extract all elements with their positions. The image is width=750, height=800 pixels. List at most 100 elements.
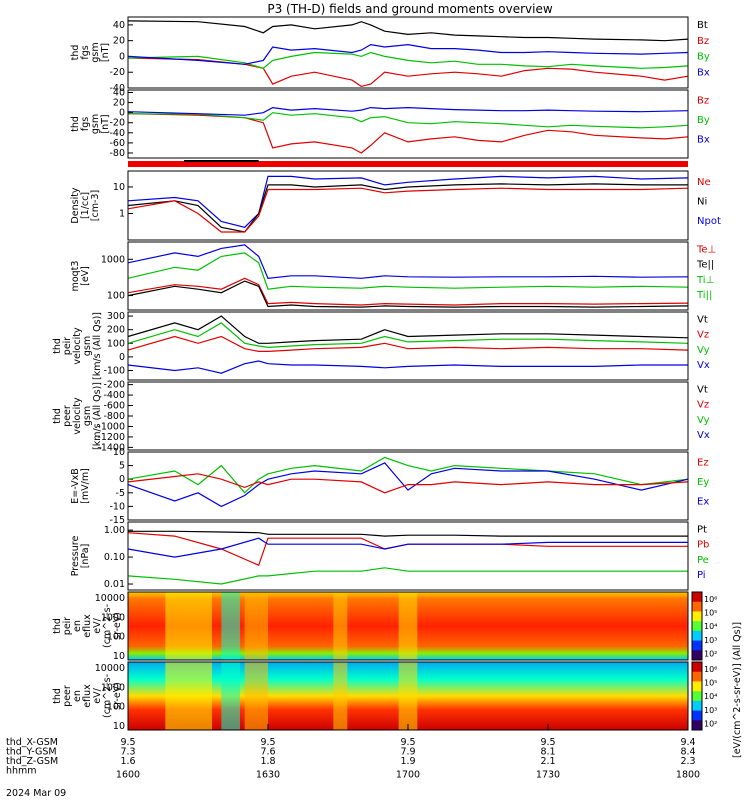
- y-tick-label: -60: [109, 138, 125, 149]
- y-axis-label: Pressure[nPa]: [70, 536, 91, 577]
- legend-label: Bz: [697, 96, 709, 107]
- y-axis-label: thdpeerenefluxeV/(cm^2-s-sr-eV): [52, 674, 123, 718]
- time-axis-value: 7.9: [400, 747, 415, 758]
- colorbar-tick-label: 10⁶: [704, 595, 717, 604]
- colorbar-p9: 10⁶ 10⁵ 10⁴ 10³ 10²: [691, 591, 717, 661]
- series-line: [127, 244, 689, 279]
- legend-label: Ni: [697, 197, 707, 208]
- y-tick-label: 1: [119, 208, 125, 219]
- colorbar-segment: [692, 691, 702, 702]
- y-axis-label-line: peer: [62, 685, 73, 707]
- panels: 40200-20-40thdfgsgsm[nT]BtBzByBx40200-20…: [52, 16, 743, 758]
- time-axis-value: 2.1: [540, 756, 555, 767]
- panel-p1: 40 20 0 -20 -40 thdfgsgsm[nT] Bt Bz By Bx: [70, 16, 710, 94]
- series-line: [127, 280, 689, 308]
- time-axis-value: 7.3: [120, 747, 135, 758]
- series-line: [128, 530, 688, 537]
- colorbar-segment: [692, 662, 702, 673]
- time-axis-value: 8.4: [680, 747, 695, 758]
- spectrogram-band: [221, 662, 240, 730]
- legend-label: Pb: [697, 540, 709, 551]
- y-tick-label: -20: [109, 118, 125, 129]
- y-tick-label: 10000: [95, 593, 125, 604]
- y-tick-label: 100: [107, 338, 125, 349]
- y-tick-label: 20: [113, 98, 125, 109]
- legend-label: Te⊥: [696, 245, 716, 256]
- time-axis-value: 9.4: [680, 737, 695, 748]
- series-line: [127, 112, 689, 129]
- y-axis-label-line: eV/: [92, 617, 103, 633]
- y-axis-label: thdfgsgsm[nT]: [70, 114, 111, 134]
- chart-title: P3 (TH-D) fields and ground moments over…: [267, 2, 552, 16]
- time-axis-value: 9.5: [260, 737, 275, 748]
- y-tick-label: -400: [103, 390, 125, 401]
- y-axis-label-line: peir: [62, 617, 73, 636]
- y-axis-label-line: gsm: [90, 42, 101, 62]
- y-tick-label: -15: [109, 515, 125, 526]
- y-tick-label: -40: [109, 128, 125, 139]
- y-tick-label: 1.00: [104, 525, 125, 536]
- legend-label: Pi: [697, 570, 706, 581]
- time-axis-row-label: thd_X-GSM: [6, 737, 58, 748]
- y-axis-label-line: gsm: [90, 114, 101, 134]
- legend-label: Bt: [697, 20, 708, 31]
- time-axis: thd_X-GSM 9.5 9.5 9.5 9.5 9.4 thd_Y-GSM 7.3 7.6 7…: [6, 724, 700, 799]
- panel-frame: [127, 16, 689, 89]
- y-axis-label: thdpeirvelocitygsm[km/s (All Qs)]: [52, 312, 103, 380]
- y-axis-label-line: gsm: [82, 336, 93, 356]
- y-tick-label: -1000: [97, 421, 125, 432]
- panel-p7: 10 5 0 -5 -10 -15 E=-VxB[mV/m] Ez Ey Ex: [70, 447, 709, 526]
- spectrogram-band: [333, 592, 348, 660]
- y-tick-label: 0: [119, 108, 125, 119]
- colorbar-tick-label: 10²: [704, 719, 717, 728]
- y-axis-label-line: [cm-3]: [90, 190, 101, 221]
- series-line: [127, 277, 689, 306]
- colorbar-p10: 10⁶ 10⁵ 10⁴ 10³ 10²: [691, 661, 717, 731]
- y-axis-label: moqt3[eV]: [70, 261, 91, 292]
- y-tick-label: 10000: [95, 663, 125, 674]
- spectrogram-band: [244, 592, 268, 660]
- colorbar-tick-label: 10⁵: [704, 679, 717, 688]
- y-axis-label: Density[1/cc][cm-3]: [70, 187, 101, 223]
- time-tick-label: 1800: [676, 770, 700, 781]
- spectrogram-band: [244, 662, 268, 730]
- spectrogram-band: [221, 592, 240, 660]
- time-axis-row-label: thd_Z-GSM: [6, 756, 58, 767]
- colorbar-tick-label: 10⁴: [704, 692, 717, 701]
- panel-frame: [127, 521, 689, 591]
- y-axis-label: thdfgsgsm[nT]: [70, 42, 111, 62]
- y-axis-label-line: [mV/m]: [80, 468, 91, 504]
- y-axis-label: thdpeervelocitygsm[km/s (All Qs)]: [52, 382, 103, 450]
- legend-label: Ne: [697, 177, 711, 188]
- y-axis-label-line: peer: [62, 405, 73, 427]
- series-line: [127, 537, 688, 558]
- y-tick-label: 10: [113, 721, 125, 732]
- y-tick-label: 0: [119, 474, 125, 485]
- y-tick-label: 10: [113, 182, 125, 193]
- colorbar-segment: [692, 720, 702, 731]
- y-tick-label: -1400: [97, 442, 125, 453]
- y-tick-label: 10: [113, 447, 125, 458]
- y-axis-label-line: moqt3: [70, 261, 81, 292]
- legend-label: Pt: [697, 525, 707, 536]
- y-tick-label: -800: [103, 411, 125, 422]
- legend-label: Pe: [697, 555, 709, 566]
- y-tick-label: -1200: [97, 432, 125, 443]
- series-line: [127, 360, 688, 374]
- y-axis-label-line: gsm: [82, 406, 93, 426]
- series-line: [127, 113, 689, 154]
- y-axis-label-line: velocity: [72, 327, 83, 365]
- legend-label: Ti||: [696, 290, 712, 301]
- y-axis-label-line: [km/s (All Qs)]: [92, 312, 103, 380]
- spectrogram-band: [333, 662, 348, 730]
- y-axis-label-line: (cm^2-s-: [102, 674, 113, 718]
- mode-bar-red: [128, 161, 688, 167]
- panel-p10: 10000 1000 100 10 thdpeerenefluxeV/(cm^2-s-s…: [52, 661, 689, 732]
- date-label: 2024 Mar 09: [6, 788, 66, 799]
- series-line: [127, 183, 688, 233]
- y-axis-label-line: thd: [52, 408, 63, 424]
- legend-label: Vz: [697, 400, 709, 411]
- y-axis-label-line: Density: [70, 187, 81, 223]
- colorbar-segment: [692, 601, 702, 612]
